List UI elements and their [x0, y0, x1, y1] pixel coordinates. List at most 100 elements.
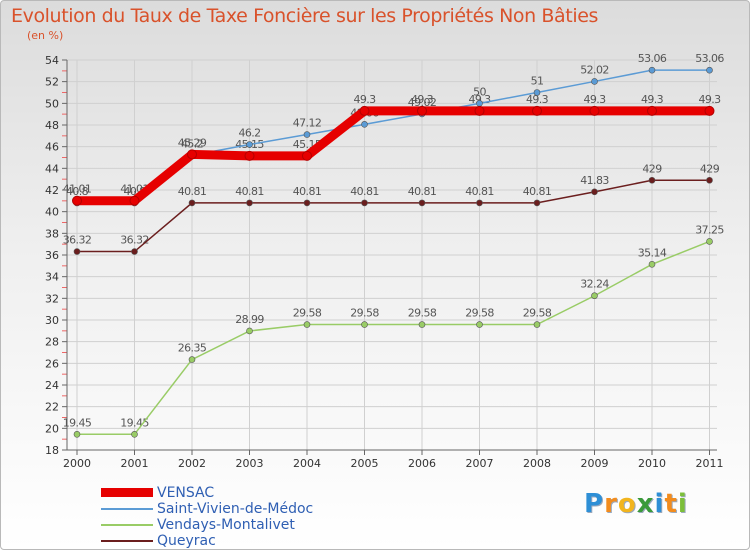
y-tick-label: 30 — [45, 314, 59, 327]
data-label-vendays-montalivet: 32.24 — [580, 278, 609, 291]
y-tick-label: 34 — [45, 271, 59, 284]
y-tick-label: 46 — [45, 141, 59, 154]
data-point-vendays-montalivet — [188, 356, 196, 363]
y-tick-label: 50 — [45, 97, 59, 110]
data-label-queyrac: 40.81 — [293, 185, 322, 198]
legend-item-vendays-montalivet: Vendays-Montalivet — [101, 517, 361, 533]
data-label-vensac: 49.3 — [353, 93, 376, 106]
data-label-vensac: 49.3 — [526, 93, 549, 106]
data-point-vensac — [187, 149, 197, 160]
data-point-vensac — [359, 105, 370, 116]
data-point-vensac — [72, 195, 82, 206]
data-point-saint-vivien-de-medoc — [246, 141, 253, 148]
data-point-vendays-montalivet — [591, 292, 598, 300]
data-label-vensac: 49.3 — [698, 93, 721, 106]
data-label-queyrac: 40.81 — [523, 185, 552, 198]
data-point-queyrac — [188, 199, 196, 207]
data-label-queyrac: 429 — [642, 162, 662, 175]
data-label-vendays-montalivet: 29.58 — [523, 307, 552, 320]
logo-letter: x — [636, 489, 655, 519]
chart-title: Evolution du Taux de Taxe Foncière sur l… — [11, 5, 599, 27]
data-label-queyrac: 36.32 — [120, 234, 149, 247]
legend-swatch-vensac — [101, 488, 153, 497]
y-tick-label: 24 — [45, 379, 59, 392]
logo-letter: P — [584, 489, 605, 519]
data-label-vensac: 49.3 — [583, 93, 606, 106]
data-label-vendays-montalivet: 29.58 — [293, 307, 322, 320]
x-tick-label: 2002 — [178, 457, 206, 470]
legend: VENSAC Saint-Vivien-de-Médoc Vendays-Mon… — [101, 485, 361, 549]
x-tick-label: 2004 — [293, 457, 321, 470]
series-saint-vivien-de-medoc — [73, 66, 713, 207]
data-label-queyrac: 40.81 — [178, 185, 207, 198]
data-point-vensac — [244, 150, 255, 161]
data-point-vensac — [589, 105, 600, 116]
data-label-queyrac: 40.81 — [350, 185, 379, 198]
data-point-vensac — [417, 105, 427, 116]
data-label-saint-vivien-de-medoc: 45.2 — [181, 137, 203, 150]
data-point-vendays-montalivet — [131, 430, 138, 438]
data-point-saint-vivien-de-medoc — [476, 100, 483, 107]
series-vensac — [72, 105, 715, 206]
data-point-saint-vivien-de-medoc — [591, 78, 598, 85]
series-line-vendays-montalivet — [77, 240, 710, 436]
y-tick-label: 28 — [45, 336, 59, 349]
data-point-vensac — [532, 105, 542, 116]
data-label-queyrac: 36.32 — [63, 234, 92, 247]
y-tick-label: 32 — [45, 292, 59, 305]
series-line-vensac — [77, 106, 710, 206]
y-tick-label: 42 — [45, 184, 59, 197]
data-label-vendays-montalivet: 29.58 — [350, 307, 379, 320]
x-tick-label: 2003 — [236, 457, 264, 470]
data-point-vendays-montalivet — [246, 327, 253, 335]
data-label-vensac: 45.29 — [178, 136, 207, 149]
logo-letter: r — [604, 489, 618, 519]
legend-label-vensac: VENSAC — [157, 485, 215, 501]
series-queyrac — [73, 176, 713, 255]
data-label-saint-vivien-de-medoc: 52.02 — [580, 63, 609, 76]
x-tick-label: 2008 — [523, 457, 551, 470]
data-point-vendays-montalivet — [706, 238, 713, 245]
data-label-vendays-montalivet: 26.35 — [178, 342, 207, 355]
data-label-vendays-montalivet: 19.45 — [120, 416, 149, 429]
data-point-vendays-montalivet — [303, 321, 311, 328]
data-point-queyrac — [591, 188, 598, 196]
logo-letter: t — [664, 489, 678, 519]
data-point-vendays-montalivet — [476, 321, 483, 328]
data-label-saint-vivien-de-medoc: 49.02 — [408, 96, 437, 109]
data-point-queyrac — [648, 176, 656, 184]
data-point-vensac — [474, 105, 485, 116]
data-point-vendays-montalivet — [73, 430, 81, 438]
legend-item-queyrac: Queyrac — [101, 533, 361, 549]
data-point-queyrac — [303, 199, 311, 207]
data-label-saint-vivien-de-medoc: 50 — [473, 85, 486, 98]
data-point-queyrac — [418, 199, 426, 207]
data-point-queyrac — [131, 248, 138, 255]
y-tick-label: 36 — [45, 249, 59, 262]
data-label-vendays-montalivet: 29.58 — [408, 307, 437, 320]
data-label-queyrac: 41.83 — [580, 174, 609, 187]
y-tick-label: 52 — [45, 76, 59, 89]
y-tick-label: 54 — [45, 54, 59, 67]
data-point-vendays-montalivet — [418, 321, 426, 328]
x-tick-label: 2011 — [696, 457, 724, 470]
series-vendays-montalivet — [73, 238, 713, 438]
data-label-saint-vivien-de-medoc: 51 — [531, 75, 544, 88]
legend-label-vendays-montalivet: Vendays-Montalivet — [157, 517, 295, 533]
y-tick-label: 22 — [45, 401, 59, 414]
axes: 18 20 22 24 26 28 30 32 34 36 38 40 42 44 46 48 50 52 54 20… — [45, 54, 724, 470]
legend-label-queyrac: Queyrac — [157, 533, 216, 549]
data-label-saint-vivien-de-medoc: 46.2 — [238, 127, 260, 140]
y-tick-label: 48 — [45, 119, 59, 132]
data-point-queyrac — [246, 199, 253, 207]
x-tick-label: 2006 — [408, 457, 436, 470]
data-label-vendays-montalivet: 28.99 — [235, 313, 264, 326]
data-label-queyrac: 40.81 — [408, 185, 437, 198]
proxiti-logo: Proxiti — [584, 489, 688, 519]
data-point-saint-vivien-de-medoc — [648, 66, 656, 74]
y-axis-unit-label: (en %) — [27, 29, 64, 42]
data-label-vendays-montalivet: 19.45 — [63, 416, 92, 429]
y-tick-label: 20 — [45, 422, 59, 435]
